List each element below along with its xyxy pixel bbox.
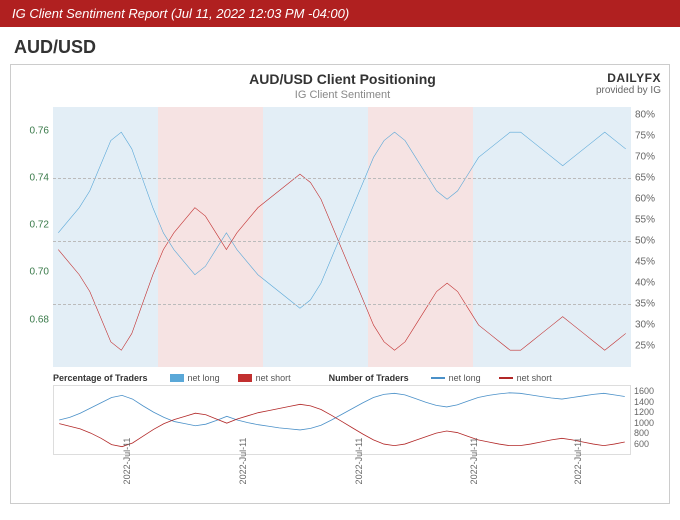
y-right-tick: 70% — [635, 152, 661, 163]
x-tick-label: 2022-Jul-11 — [354, 438, 364, 485]
y-right-tick: 25% — [635, 341, 661, 352]
legend-row: Percentage of Traders net long net short… — [53, 373, 627, 383]
x-tick-label: 2022-Jul-11 — [238, 438, 248, 485]
y-right-tick: 45% — [635, 257, 661, 268]
chart-subtitle: IG Client Sentiment — [89, 89, 596, 101]
y-right-tick: 30% — [635, 320, 661, 331]
report-title: IG Client Sentiment Report (Jul 11, 2022… — [12, 6, 349, 21]
sub-y-tick: 1400 — [634, 397, 660, 407]
y-right-tick: 35% — [635, 299, 661, 310]
y-left-tick: 0.76 — [19, 125, 49, 136]
main-chart-area: 0.680.700.720.740.7625%30%35%40%45%50%55… — [53, 107, 631, 367]
y-left-tick: 0.68 — [19, 314, 49, 325]
report-header: IG Client Sentiment Report (Jul 11, 2022… — [0, 0, 680, 27]
sub-y-tick: 1000 — [634, 418, 660, 428]
logo-sub: provided by IG — [596, 85, 661, 97]
sub-y-tick: 600 — [634, 439, 660, 449]
legend-num-long: net long — [431, 373, 481, 383]
logo-main: DAILYFX — [596, 71, 661, 85]
sub-y-tick: 1200 — [634, 407, 660, 417]
chart-frame: AUD/USD Client Positioning IG Client Sen… — [10, 64, 670, 504]
x-tick-label: 2022-Jul-11 — [122, 438, 132, 485]
y-right-tick: 80% — [635, 110, 661, 121]
x-axis: 2022-Jul-112022-Jul-112022-Jul-112022-Ju… — [53, 457, 631, 507]
legend-pct-short: net short — [238, 373, 291, 383]
x-tick-label: 2022-Jul-11 — [469, 438, 479, 485]
y-right-tick: 75% — [635, 131, 661, 142]
y-right-tick: 50% — [635, 236, 661, 247]
y-right-tick: 60% — [635, 194, 661, 205]
chart-header: AUD/USD Client Positioning IG Client Sen… — [19, 71, 661, 101]
pair-title: AUD/USD — [14, 37, 666, 58]
num_long-line — [59, 393, 625, 430]
chart-title: AUD/USD Client Positioning — [89, 71, 596, 87]
y-right-tick: 55% — [635, 215, 661, 226]
sub-chart-area: 6008001000120014001600 — [53, 385, 631, 455]
sub-y-tick: 800 — [634, 428, 660, 438]
x-tick-label: 2022-Jul-11 — [573, 438, 583, 485]
y-right-tick: 40% — [635, 278, 661, 289]
legend-group-pct: Percentage of Traders — [53, 373, 148, 383]
y-left-tick: 0.72 — [19, 220, 49, 231]
legend-group-num: Number of Traders — [329, 373, 409, 383]
net_long_pct-line — [58, 132, 625, 308]
y-right-tick: 65% — [635, 173, 661, 184]
net_short_pct-line — [58, 174, 625, 350]
legend-num-short: net short — [499, 373, 552, 383]
legend-pct-long: net long — [170, 373, 220, 383]
sub-y-tick: 1600 — [634, 386, 660, 396]
num_short-line — [59, 404, 625, 446]
y-left-tick: 0.74 — [19, 172, 49, 183]
provider-logo: DAILYFX provided by IG — [596, 71, 661, 97]
y-left-tick: 0.70 — [19, 267, 49, 278]
